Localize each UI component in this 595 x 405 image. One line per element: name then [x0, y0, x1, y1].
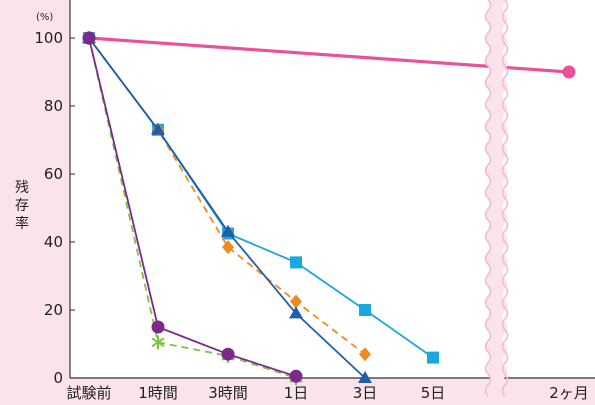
break-wave-right — [501, 0, 509, 397]
data-point — [290, 294, 302, 309]
data-point — [562, 65, 576, 79]
x-tick-label: 3日 — [353, 384, 378, 402]
data-point — [289, 306, 303, 319]
data-point — [151, 335, 165, 350]
axis-break — [484, 0, 509, 397]
x-tick-label: 2ヶ月 — [549, 384, 589, 402]
y-unit-label: (%) — [36, 12, 53, 23]
data-point — [289, 369, 303, 383]
data-point — [359, 347, 371, 362]
data-point — [221, 224, 235, 237]
y-axis-label-char: 存 — [15, 198, 29, 214]
y-ticks: 0 20 40 60 80 100 — [34, 29, 75, 387]
y-tick-label: 100 — [34, 29, 63, 47]
y-axis-label-char: 残 — [15, 180, 29, 196]
break-wave-left — [484, 0, 492, 397]
data-point — [82, 31, 96, 45]
x-tick-label: 1時間 — [138, 384, 178, 402]
series-line — [88, 37, 297, 378]
x-ticks: 試験前 1時間 3時間 1日 3日 5日 2ヶ月 — [66, 384, 588, 402]
x-tick-label: 試験前 — [66, 384, 111, 402]
data-point — [359, 304, 371, 316]
y-tick-label: 0 — [53, 369, 63, 387]
y-tick-label: 40 — [44, 233, 63, 251]
y-tick-label: 60 — [44, 165, 63, 183]
data-point — [427, 351, 439, 364]
x-tick-label: 5日 — [421, 384, 446, 402]
series-6 — [82, 31, 303, 383]
data-point — [290, 256, 302, 269]
x-tick-label: 3時間 — [208, 384, 248, 402]
data-point — [151, 320, 165, 334]
data-point — [221, 347, 235, 361]
y-axis-label-char: 率 — [15, 215, 29, 232]
data-point — [222, 240, 234, 255]
series-group — [82, 31, 576, 385]
data-point — [358, 371, 372, 383]
data-point — [151, 122, 165, 135]
series-line — [88, 37, 297, 379]
x-tick-label: 1日 — [284, 384, 309, 402]
break-band — [485, 0, 508, 396]
y-tick-label: 80 — [44, 97, 63, 115]
y-axis-label: 残存率 — [15, 180, 29, 232]
y-tick-label: 20 — [44, 301, 63, 319]
